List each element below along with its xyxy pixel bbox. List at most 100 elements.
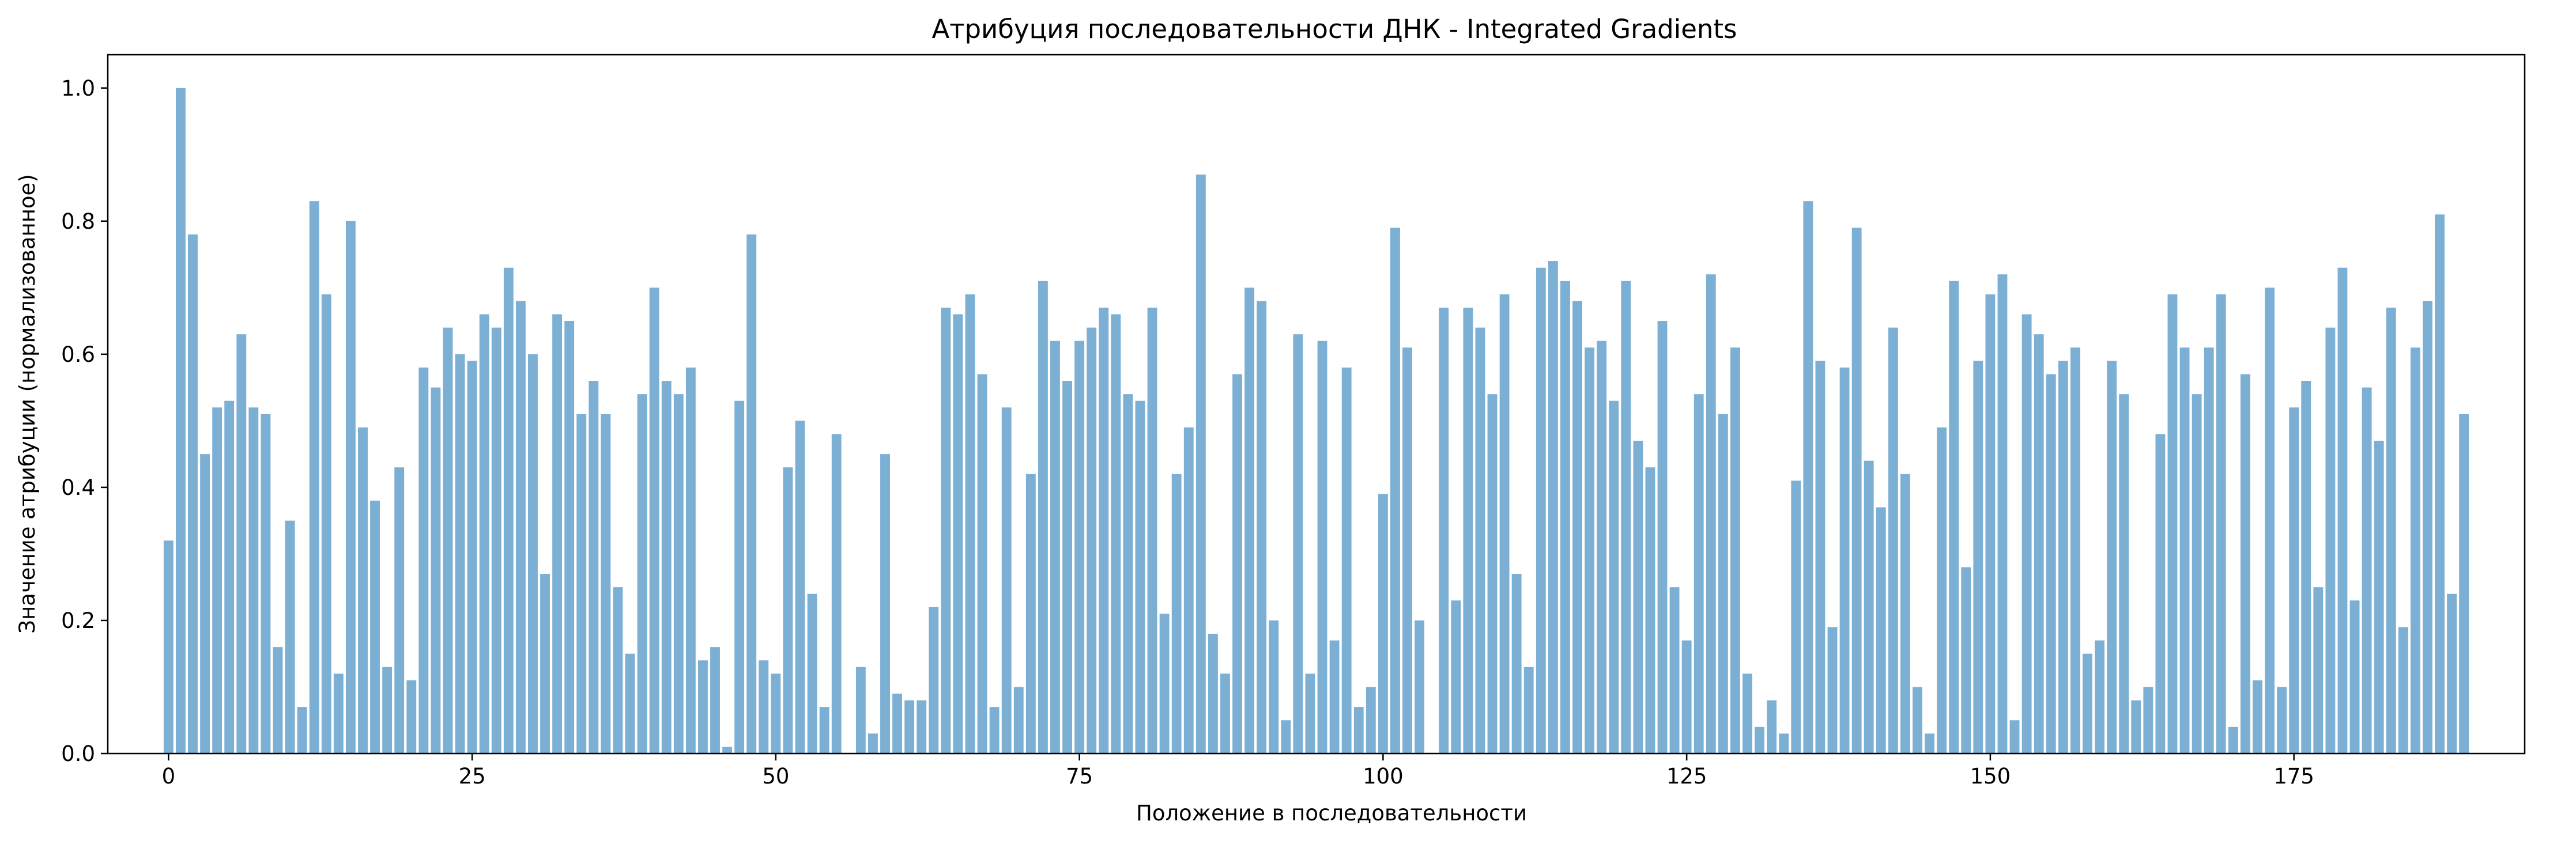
bar-184 — [2398, 627, 2408, 754]
bars-group — [163, 88, 2469, 754]
bar-110 — [1499, 294, 1510, 754]
bar-0 — [163, 540, 174, 754]
bar-72 — [1038, 281, 1048, 754]
bar-21 — [418, 367, 429, 754]
bar-90 — [1257, 301, 1267, 754]
bar-142 — [1888, 327, 1898, 754]
bar-100 — [1378, 494, 1388, 754]
bar-139 — [1851, 228, 1862, 754]
bar-95 — [1317, 340, 1327, 754]
y-tick-label-0.2: 0.2 — [61, 608, 95, 633]
bar-147 — [1949, 281, 1959, 754]
bar-25 — [467, 361, 477, 754]
bar-160 — [2107, 361, 2117, 754]
bar-138 — [1839, 367, 1850, 754]
bar-79 — [1123, 394, 1133, 754]
bar-112 — [1523, 667, 1534, 754]
bar-168 — [2204, 347, 2214, 754]
bar-177 — [2313, 587, 2324, 754]
bar-113 — [1536, 267, 1546, 754]
bar-117 — [1585, 347, 1595, 754]
bar-43 — [685, 367, 696, 754]
bar-68 — [989, 707, 1000, 754]
plot-frame — [107, 54, 2526, 755]
x-tick-label-100: 100 — [1363, 764, 1404, 789]
bar-137 — [1827, 627, 1838, 754]
bar-116 — [1572, 301, 1582, 754]
bar-129 — [1730, 347, 1740, 754]
bar-22 — [431, 387, 441, 754]
bar-52 — [795, 421, 805, 754]
bar-153 — [2021, 314, 2032, 754]
bar-26 — [479, 314, 489, 754]
bar-97 — [1341, 367, 1352, 754]
bar-5 — [224, 400, 235, 754]
bar-124 — [1669, 587, 1680, 754]
bar-150 — [1985, 294, 1996, 754]
bar-186 — [2423, 301, 2432, 754]
bar-33 — [564, 321, 575, 754]
bar-143 — [1900, 474, 1910, 754]
bar-135 — [1803, 201, 1813, 754]
bar-170 — [2228, 726, 2238, 754]
x-ticks: 0 25 50 75 100 125 150 175 — [162, 754, 2314, 789]
bar-173 — [2265, 287, 2275, 754]
bar-75 — [1074, 340, 1085, 754]
bar-162 — [2131, 700, 2141, 754]
bar-166 — [2179, 347, 2190, 754]
bar-99 — [1366, 687, 1376, 754]
bar-128 — [1718, 414, 1728, 754]
x-tick-label-75: 75 — [1066, 764, 1093, 789]
bar-151 — [1997, 274, 2008, 754]
bar-47 — [734, 400, 745, 754]
bar-40 — [649, 287, 659, 754]
x-tick-label-25: 25 — [459, 764, 486, 789]
bar-111 — [1511, 574, 1522, 754]
bar-159 — [2095, 640, 2104, 754]
bar-176 — [2301, 381, 2311, 754]
bar-126 — [1694, 394, 1704, 754]
chart-title: Атрибуция последовательности ДНК - Integ… — [931, 14, 1737, 44]
bar-180 — [2349, 600, 2360, 754]
bar-141 — [1876, 507, 1886, 754]
bar-83 — [1171, 474, 1182, 754]
bar-182 — [2374, 441, 2384, 754]
bar-91 — [1269, 620, 1279, 754]
bar-55 — [831, 434, 842, 754]
bar-27 — [491, 327, 501, 754]
bar-30 — [528, 354, 538, 754]
bar-31 — [540, 574, 550, 754]
bar-163 — [2143, 687, 2153, 754]
bar-38 — [625, 653, 635, 754]
bar-155 — [2046, 374, 2056, 754]
bar-178 — [2325, 327, 2336, 754]
bar-37 — [613, 587, 623, 754]
bar-45 — [710, 647, 720, 754]
bar-132 — [1767, 700, 1777, 754]
bar-14 — [333, 673, 344, 754]
bar-119 — [1609, 400, 1619, 754]
bar-127 — [1706, 274, 1716, 754]
bar-167 — [2192, 394, 2202, 754]
x-tick-label-150: 150 — [1970, 764, 2011, 789]
bar-109 — [1487, 394, 1498, 754]
bar-6 — [236, 334, 247, 754]
bar-161 — [2119, 394, 2129, 754]
bar-88 — [1232, 374, 1242, 754]
bar-86 — [1208, 634, 1218, 754]
bar-63 — [929, 607, 939, 754]
bar-34 — [576, 414, 587, 754]
bar-121 — [1633, 441, 1643, 754]
bar-53 — [807, 593, 817, 754]
bar-78 — [1111, 314, 1121, 754]
bar-131 — [1755, 726, 1764, 754]
y-tick-label-0.0: 0.0 — [61, 741, 95, 766]
bar-58 — [868, 733, 878, 754]
bar-103 — [1415, 620, 1425, 754]
x-axis-label: Положение в последовательности — [1136, 801, 1527, 826]
bar-20 — [406, 680, 417, 754]
bar-140 — [1864, 460, 1874, 754]
bar-174 — [2277, 687, 2287, 754]
bar-70 — [1013, 687, 1024, 754]
bar-118 — [1597, 340, 1607, 754]
